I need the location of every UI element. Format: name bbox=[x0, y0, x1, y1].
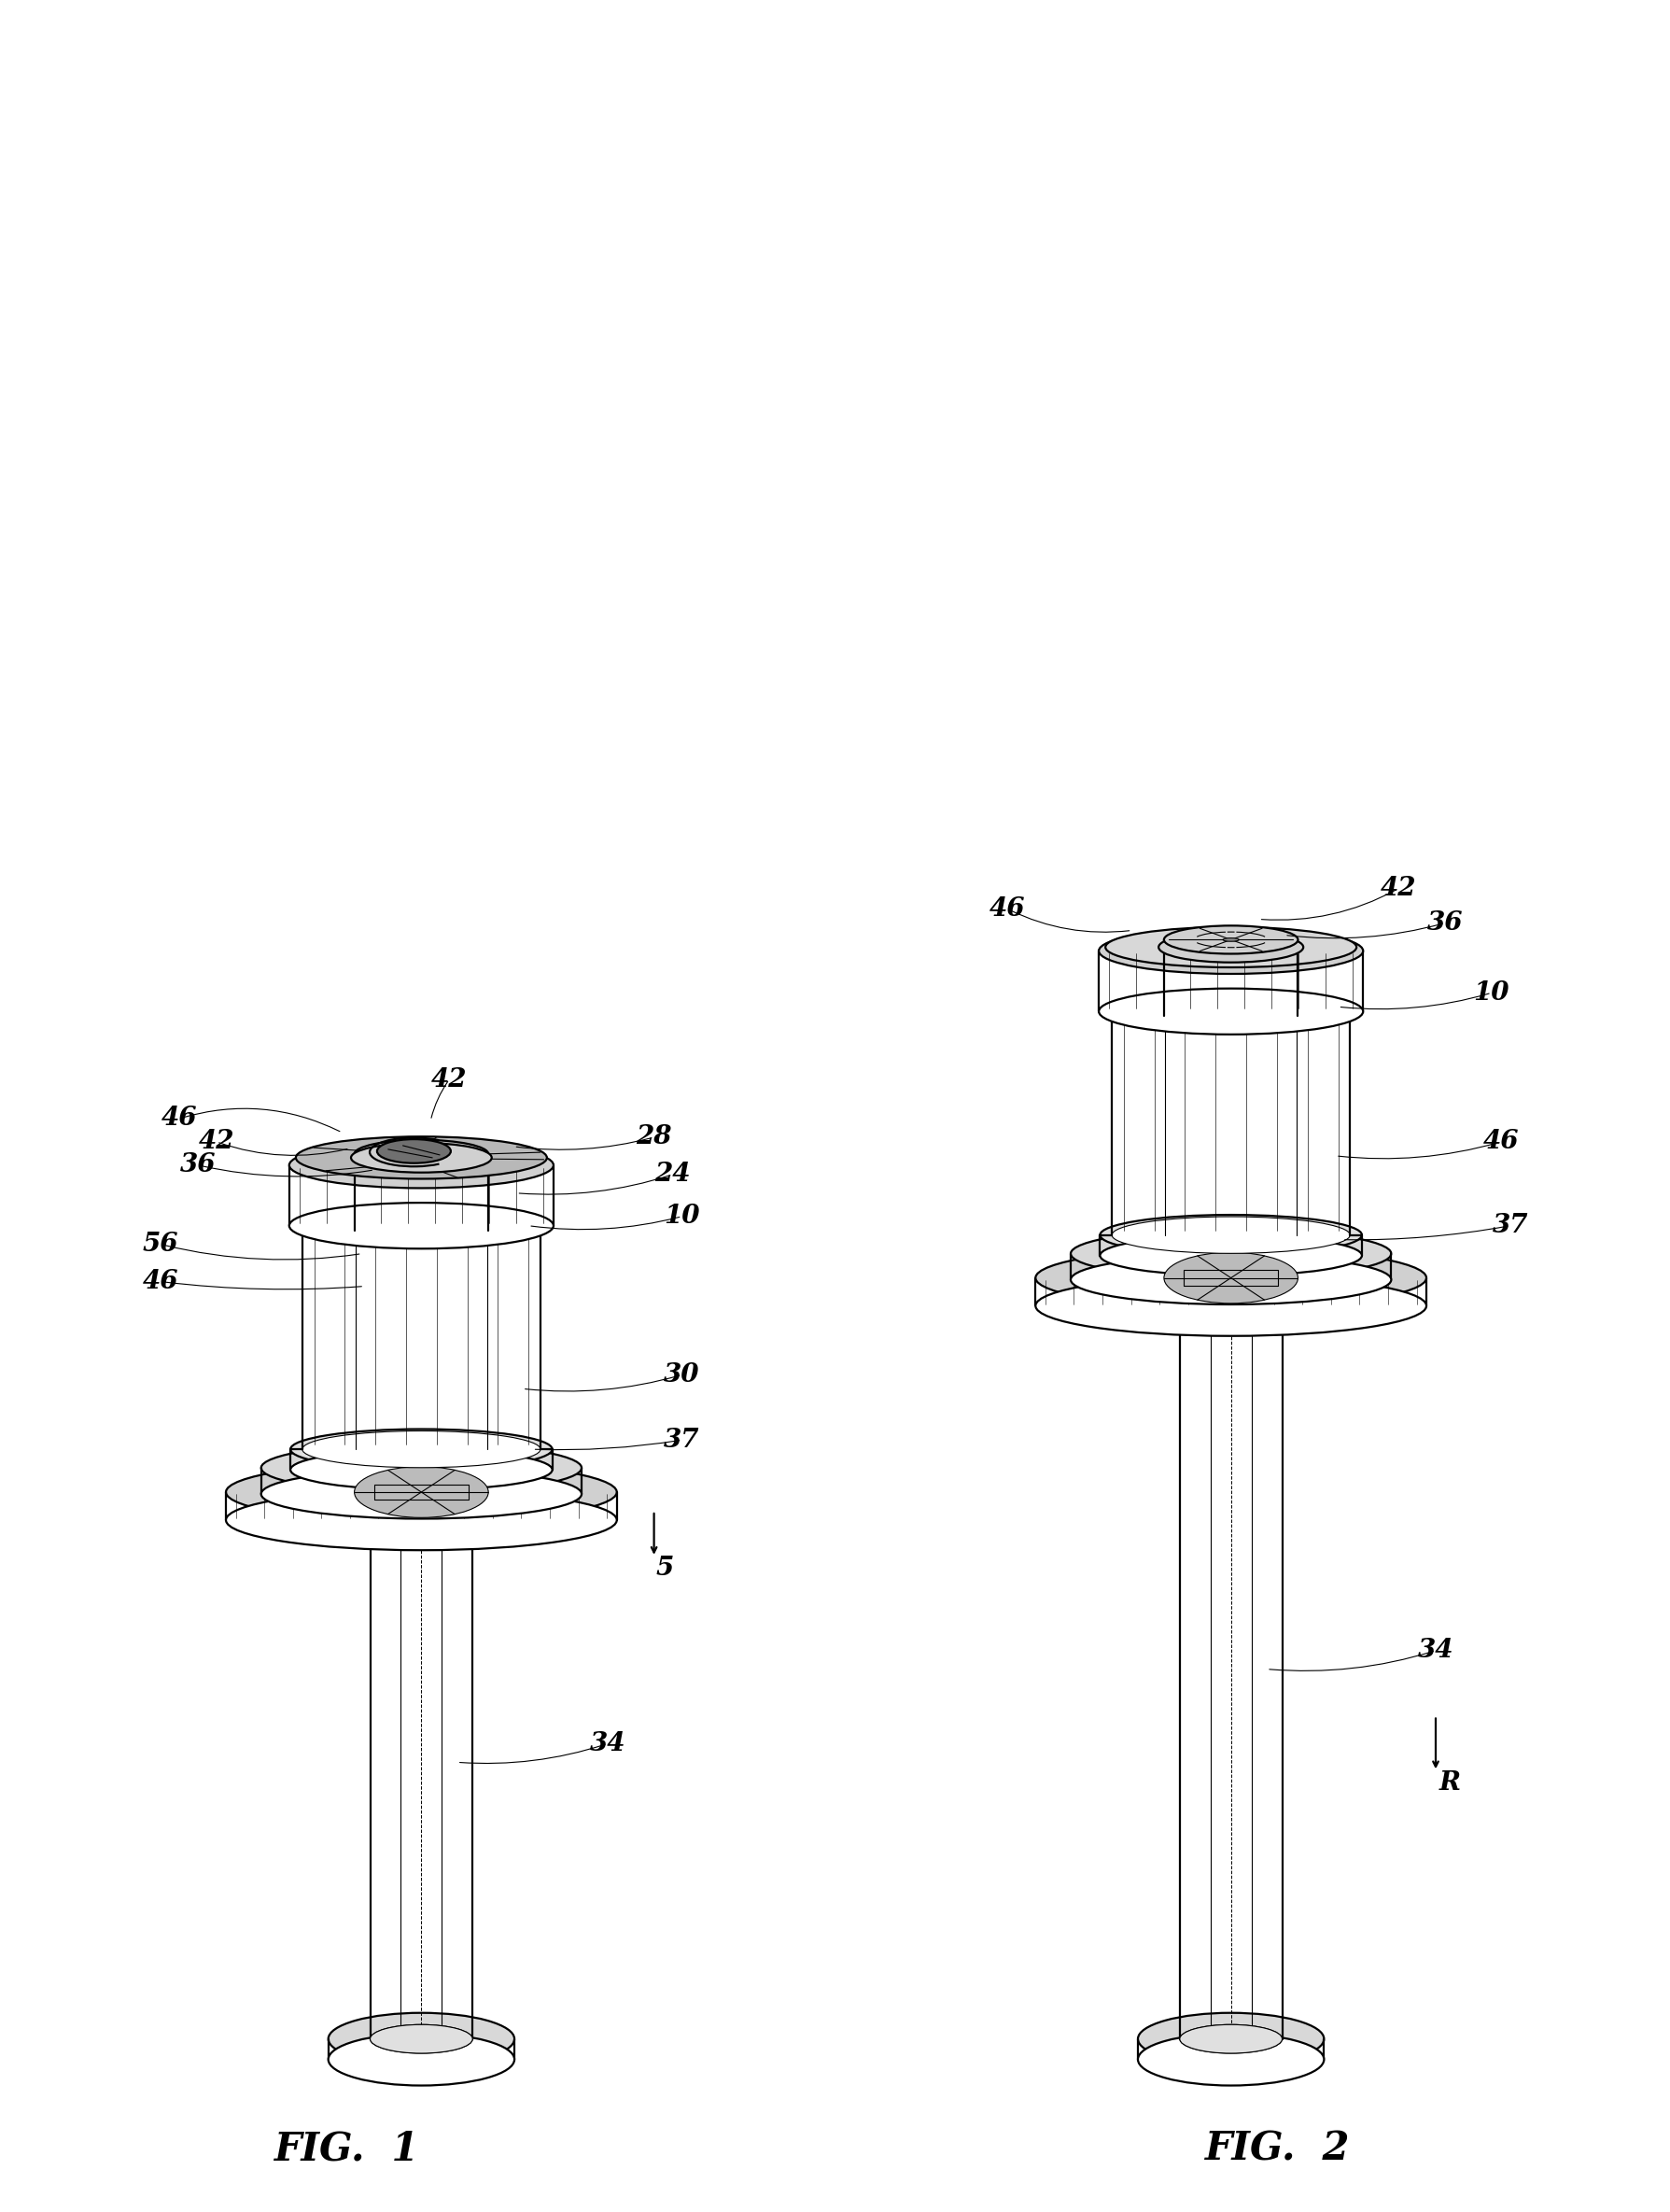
Ellipse shape bbox=[291, 1429, 553, 1469]
Text: 36: 36 bbox=[180, 1152, 215, 1177]
Ellipse shape bbox=[354, 1139, 488, 1168]
Text: 34: 34 bbox=[1416, 1637, 1453, 1663]
Ellipse shape bbox=[1179, 2024, 1281, 2053]
Text: 37: 37 bbox=[663, 1427, 700, 1453]
Ellipse shape bbox=[1035, 1276, 1426, 1336]
Ellipse shape bbox=[1106, 927, 1356, 967]
Ellipse shape bbox=[327, 2033, 514, 2086]
Ellipse shape bbox=[1222, 938, 1239, 942]
Text: 56: 56 bbox=[142, 1232, 179, 1256]
Ellipse shape bbox=[1137, 2013, 1323, 2066]
Ellipse shape bbox=[327, 2013, 514, 2066]
Ellipse shape bbox=[1070, 1254, 1391, 1305]
Ellipse shape bbox=[1099, 1234, 1361, 1276]
Ellipse shape bbox=[1070, 1230, 1391, 1279]
Text: 24: 24 bbox=[655, 1161, 690, 1188]
Text: FIG.  2: FIG. 2 bbox=[1204, 2130, 1349, 2168]
Ellipse shape bbox=[371, 2024, 473, 2053]
Text: 36: 36 bbox=[1426, 911, 1463, 936]
Ellipse shape bbox=[1179, 2024, 1281, 2053]
Text: 34: 34 bbox=[590, 1732, 625, 1756]
Ellipse shape bbox=[1099, 1214, 1361, 1254]
Text: R: R bbox=[1438, 1770, 1460, 1796]
Text: 37: 37 bbox=[1491, 1212, 1528, 1239]
Text: FIG.  1: FIG. 1 bbox=[274, 2130, 419, 2168]
Ellipse shape bbox=[371, 2024, 473, 2053]
Text: 42: 42 bbox=[1379, 876, 1416, 900]
Ellipse shape bbox=[1111, 1217, 1349, 1254]
Ellipse shape bbox=[291, 1449, 553, 1491]
Ellipse shape bbox=[1164, 925, 1298, 953]
Text: 42: 42 bbox=[431, 1066, 468, 1093]
Text: 10: 10 bbox=[663, 1203, 700, 1230]
Ellipse shape bbox=[1099, 989, 1363, 1035]
Text: 46: 46 bbox=[162, 1106, 197, 1130]
Ellipse shape bbox=[351, 1144, 491, 1172]
Ellipse shape bbox=[1099, 929, 1363, 973]
Text: 42: 42 bbox=[199, 1130, 234, 1155]
Ellipse shape bbox=[354, 1467, 488, 1517]
Ellipse shape bbox=[289, 1203, 553, 1248]
Ellipse shape bbox=[225, 1491, 616, 1551]
Ellipse shape bbox=[289, 1141, 553, 1188]
Ellipse shape bbox=[302, 1431, 539, 1467]
Text: 46: 46 bbox=[142, 1270, 179, 1294]
Ellipse shape bbox=[1035, 1248, 1426, 1307]
Ellipse shape bbox=[225, 1462, 616, 1522]
Text: 28: 28 bbox=[636, 1124, 671, 1150]
Text: 30: 30 bbox=[663, 1363, 700, 1387]
Text: 46: 46 bbox=[1481, 1130, 1518, 1155]
Ellipse shape bbox=[261, 1442, 581, 1493]
Ellipse shape bbox=[261, 1469, 581, 1520]
Ellipse shape bbox=[1157, 931, 1303, 962]
Text: 10: 10 bbox=[1473, 980, 1508, 1006]
Text: 46: 46 bbox=[989, 896, 1025, 922]
Ellipse shape bbox=[296, 1137, 546, 1179]
Text: 5: 5 bbox=[656, 1555, 673, 1582]
Ellipse shape bbox=[377, 1139, 451, 1164]
Ellipse shape bbox=[1164, 1252, 1298, 1303]
Ellipse shape bbox=[1137, 2033, 1323, 2086]
